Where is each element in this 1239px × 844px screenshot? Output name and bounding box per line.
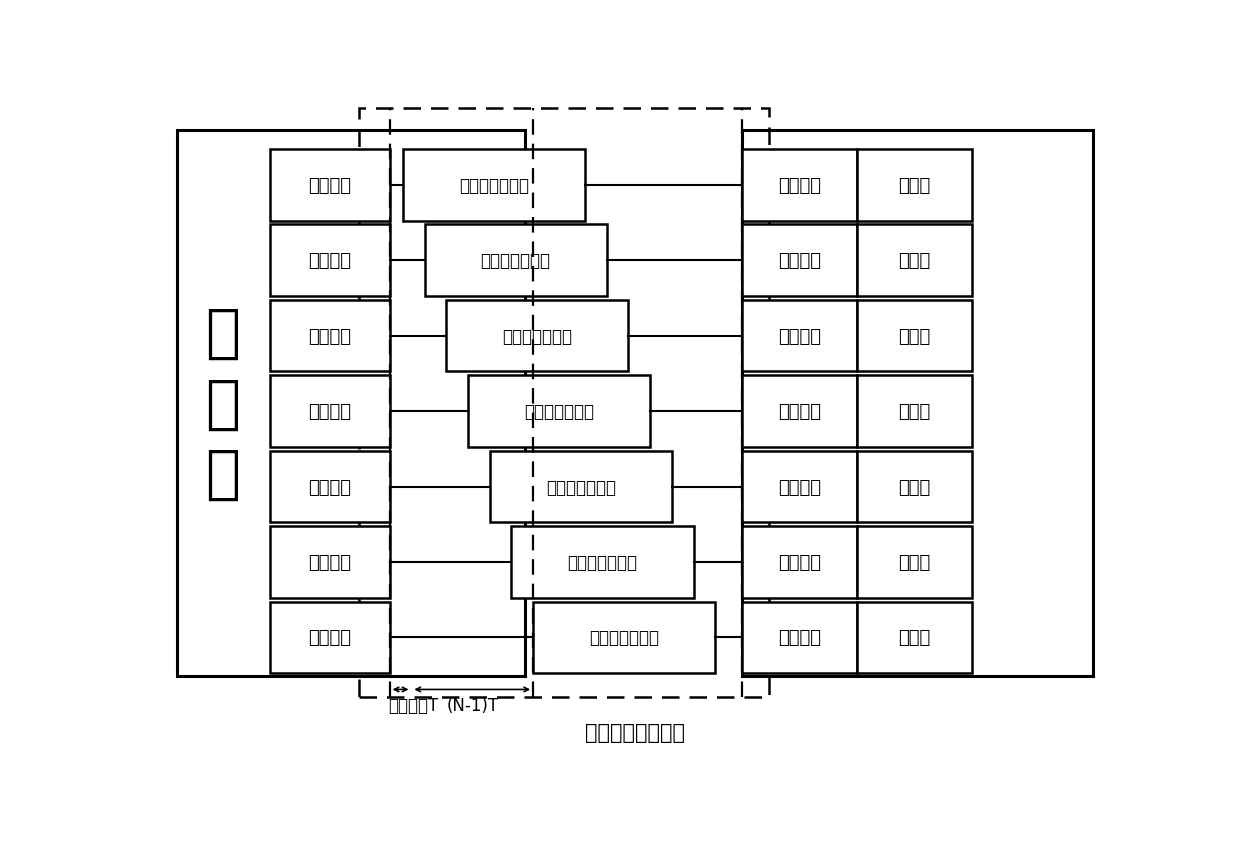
Text: 传输线微带等效: 传输线微带等效 bbox=[589, 629, 659, 647]
Bar bbox=[270, 452, 390, 522]
Text: 近似屏蔽腔体结构: 近似屏蔽腔体结构 bbox=[585, 722, 685, 742]
Bar bbox=[270, 225, 390, 296]
Bar bbox=[742, 376, 857, 447]
Bar bbox=[857, 149, 971, 221]
Bar bbox=[270, 527, 390, 598]
Text: 前端匹配: 前端匹配 bbox=[309, 327, 351, 345]
Text: 后端匹配: 后端匹配 bbox=[778, 176, 821, 194]
Bar bbox=[857, 602, 971, 674]
Text: 后端匹配: 后端匹配 bbox=[778, 403, 821, 420]
Text: 前端匹配: 前端匹配 bbox=[309, 554, 351, 571]
Bar bbox=[857, 376, 971, 447]
Bar bbox=[857, 225, 971, 296]
Bar bbox=[857, 527, 971, 598]
Bar bbox=[742, 527, 857, 598]
Bar bbox=[742, 131, 1093, 677]
Text: 接收端: 接收端 bbox=[898, 403, 930, 420]
Text: 传输线微带等效: 传输线微带等效 bbox=[524, 403, 593, 420]
Text: 接收端: 接收端 bbox=[898, 327, 930, 345]
Bar bbox=[857, 452, 971, 522]
Text: 前端匹配: 前端匹配 bbox=[309, 403, 351, 420]
Bar bbox=[177, 131, 525, 677]
Bar bbox=[359, 109, 768, 697]
Bar bbox=[489, 452, 672, 522]
Bar bbox=[270, 376, 390, 447]
Text: 后端匹配: 后端匹配 bbox=[778, 629, 821, 647]
Text: 接收端: 接收端 bbox=[898, 176, 930, 194]
Bar bbox=[512, 527, 694, 598]
Text: 传输线微带等效: 传输线微带等效 bbox=[458, 176, 529, 194]
Bar bbox=[468, 376, 650, 447]
Bar bbox=[533, 602, 715, 674]
Text: 前端匹配: 前端匹配 bbox=[309, 478, 351, 496]
Text: 传输线微带等效: 传输线微带等效 bbox=[567, 554, 637, 571]
Text: 固定延时T: 固定延时T bbox=[388, 696, 439, 714]
Text: 传输线微带等效: 传输线微带等效 bbox=[481, 252, 550, 270]
Bar bbox=[742, 602, 857, 674]
Text: 传输线微带等效: 传输线微带等效 bbox=[502, 327, 572, 345]
Bar bbox=[446, 300, 628, 372]
Bar bbox=[403, 149, 585, 221]
Text: 后端匹配: 后端匹配 bbox=[778, 478, 821, 496]
Text: 接收端: 接收端 bbox=[898, 629, 930, 647]
Text: 传输线微带等效: 传输线微带等效 bbox=[545, 478, 616, 496]
Text: 前端匹配: 前端匹配 bbox=[309, 629, 351, 647]
Text: 前端匹配: 前端匹配 bbox=[309, 252, 351, 270]
Bar bbox=[425, 225, 607, 296]
Text: 发
射
端: 发 射 端 bbox=[206, 305, 240, 502]
Text: 接收端: 接收端 bbox=[898, 478, 930, 496]
Bar bbox=[742, 225, 857, 296]
Text: 前端匹配: 前端匹配 bbox=[309, 176, 351, 194]
Bar bbox=[857, 300, 971, 372]
Bar bbox=[270, 602, 390, 674]
Bar bbox=[742, 452, 857, 522]
Text: 接收端: 接收端 bbox=[898, 252, 930, 270]
Bar bbox=[742, 149, 857, 221]
Bar bbox=[270, 149, 390, 221]
Text: 后端匹配: 后端匹配 bbox=[778, 252, 821, 270]
Text: 接收端: 接收端 bbox=[898, 554, 930, 571]
Text: (N-1)T: (N-1)T bbox=[446, 696, 498, 714]
Text: 后端匹配: 后端匹配 bbox=[778, 327, 821, 345]
Bar bbox=[270, 300, 390, 372]
Bar bbox=[742, 300, 857, 372]
Text: 后端匹配: 后端匹配 bbox=[778, 554, 821, 571]
